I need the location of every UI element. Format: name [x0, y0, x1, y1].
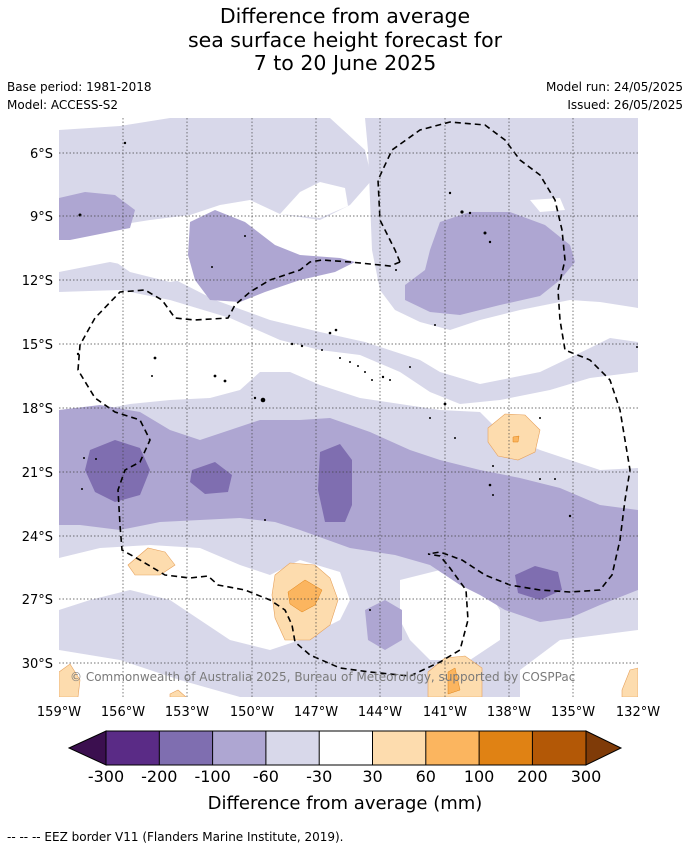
colorbar-extend-high	[585, 730, 623, 766]
colorbar-bin-minus-200	[159, 731, 213, 765]
colorbar-bin-plus-100	[479, 731, 533, 765]
lat-label-21s: 21°S	[22, 466, 53, 481]
lon-label-141w: 141°W	[423, 705, 467, 720]
model-name: Model: ACCESS-S2	[7, 98, 119, 112]
base-period: Base period: 1981-2018	[7, 80, 152, 94]
eez-boundaries	[77, 121, 631, 677]
title-line-1: Difference from average	[219, 4, 471, 28]
anomaly-level-minus-100	[85, 440, 562, 600]
colorbar-bin-plus-200	[532, 731, 586, 765]
colorbar-tick-minus-200: -200	[141, 767, 177, 786]
colorbar-tick-minus-30: -30	[306, 767, 332, 786]
lat-label-15s: 15°S	[22, 338, 53, 353]
colorbar-bin-plus-60	[425, 731, 480, 765]
issued-date: Issued: 26/05/2025	[567, 98, 683, 112]
lon-label-156w: 156°W	[101, 705, 145, 720]
lon-label-144w: 144°W	[358, 705, 402, 720]
lat-label-18s: 18°S	[22, 402, 53, 417]
colorbar-tick-minus-100: -100	[194, 767, 230, 786]
colorbar-bin-plus-30	[372, 731, 426, 765]
lat-label-24s: 24°S	[22, 530, 53, 545]
lon-label-150w: 150°W	[230, 705, 274, 720]
colorbar-bin-minus-300	[106, 731, 160, 765]
lon-label-153w: 153°W	[165, 705, 209, 720]
colorbar-tick-300: 300	[571, 767, 602, 786]
colorbar-bin-neutral	[319, 731, 373, 765]
colorbar: -300 -200 -100 -60 -30 30 60 100 200 300…	[67, 730, 623, 814]
lon-label-147w: 147°W	[294, 705, 338, 720]
lon-label-159w: 159°W	[37, 705, 81, 720]
anomaly-field	[59, 118, 638, 697]
island-markers	[76, 141, 638, 611]
colorbar-label: Difference from average (mm)	[208, 793, 483, 814]
lat-label-12s: 12°S	[22, 274, 53, 289]
lon-label-138w: 138°W	[487, 705, 531, 720]
colorbar-tick-100: 100	[464, 767, 495, 786]
colorbar-tick-200: 200	[517, 767, 548, 786]
colorbar-tick-minus-60: -60	[253, 767, 279, 786]
lon-label-135w: 135°W	[551, 705, 595, 720]
model-run: Model run: 24/05/2025	[545, 80, 683, 94]
lon-label-132w: 132°W	[616, 705, 660, 720]
colorbar-tick-30: 30	[362, 767, 382, 786]
title-line-3: 7 to 20 June 2025	[253, 51, 437, 75]
lat-label-27s: 27°S	[22, 593, 53, 608]
lat-label-6s: 6°S	[30, 147, 53, 162]
title-line-2: sea surface height forecast for	[187, 28, 503, 52]
lat-label-30s: 30°S	[22, 657, 53, 672]
eez-legend-note: -- -- -- EEZ border V11 (Flanders Marine…	[7, 830, 344, 844]
anomaly-level-plus-60	[287, 435, 520, 695]
lat-label-9s: 9°S	[30, 210, 53, 225]
copyright-notice: © Commonwealth of Australia 2025, Bureau…	[70, 670, 575, 684]
colorbar-bin-minus-100	[212, 731, 266, 765]
colorbar-bin-minus-60	[265, 731, 320, 765]
colorbar-tick-60: 60	[416, 767, 436, 786]
colorbar-extend-low	[67, 730, 107, 766]
colorbar-tick-minus-300: -300	[88, 767, 124, 786]
